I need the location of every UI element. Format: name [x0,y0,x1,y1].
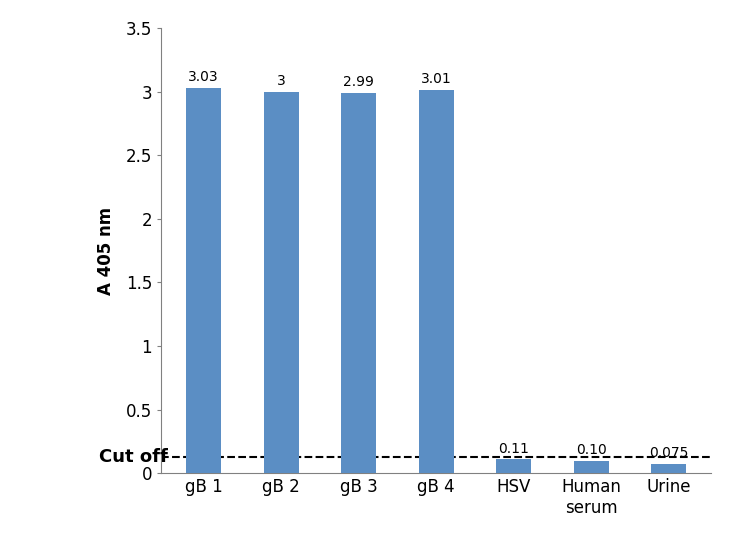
Bar [574,461,608,473]
Bar [342,93,376,473]
Text: 3: 3 [277,74,286,87]
Text: 0.10: 0.10 [575,443,606,457]
Text: 0.075: 0.075 [649,446,688,460]
Text: 3.01: 3.01 [421,72,452,86]
Text: 2.99: 2.99 [343,75,374,89]
Bar [419,90,454,473]
Bar [264,91,298,473]
Text: 3.03: 3.03 [188,70,219,84]
Y-axis label: A 405 nm: A 405 nm [97,207,115,295]
Bar [651,464,686,473]
Bar [496,460,531,473]
Text: 0.11: 0.11 [498,442,529,456]
Bar [186,87,221,473]
Text: Cut off: Cut off [99,448,168,466]
